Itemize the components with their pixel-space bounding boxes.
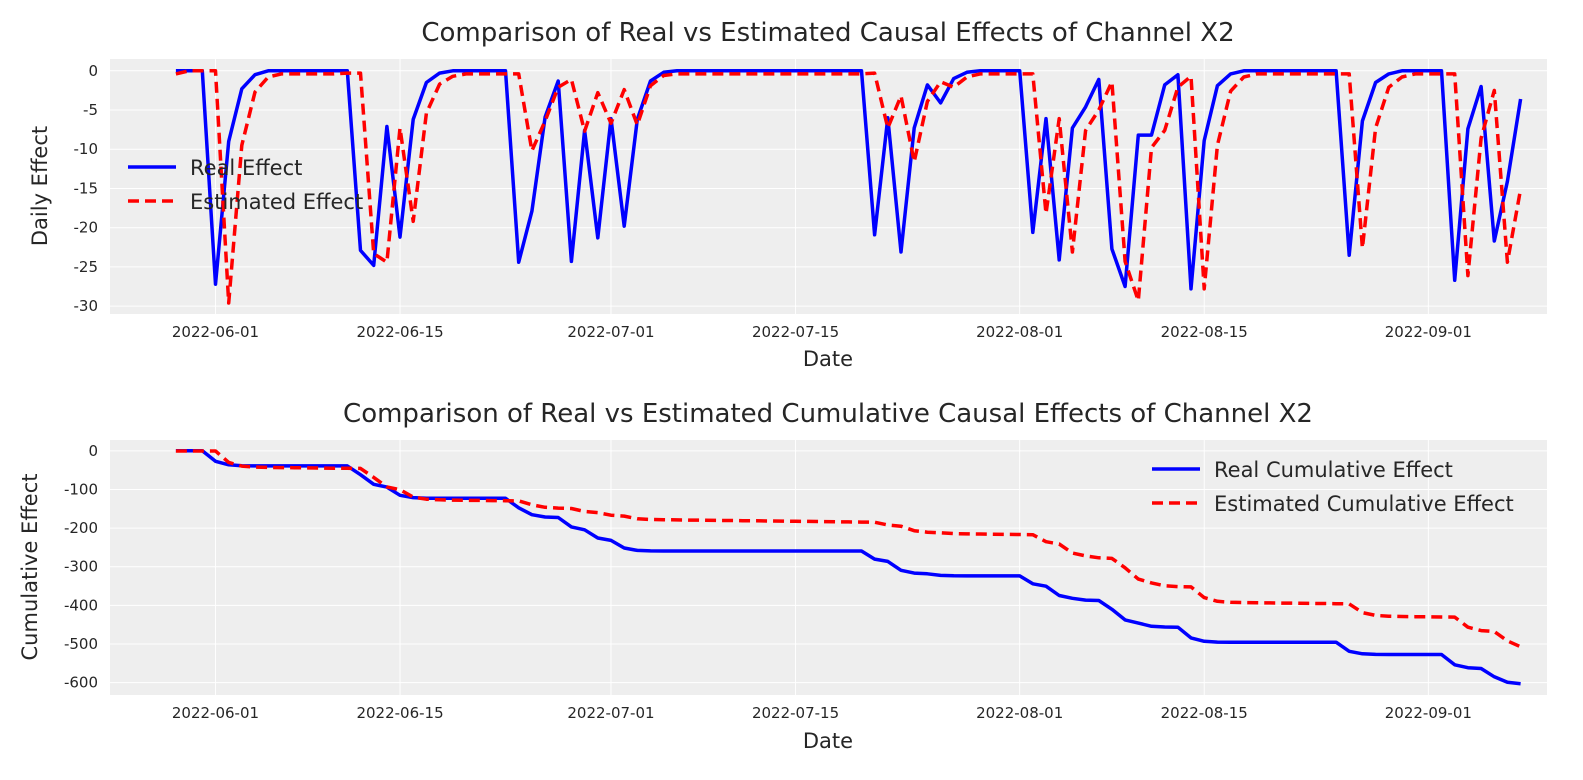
x-tick-label: 2022-07-15 — [752, 323, 839, 341]
y-tick-label: -30 — [74, 297, 99, 315]
estimated-cumulative-line — [175, 449, 1522, 649]
cumulative-gridlines — [110, 440, 1547, 695]
x-tick-label: 2022-09-01 — [1385, 704, 1472, 722]
legend-real-effect-label: Real Effect — [190, 156, 302, 180]
y-tick-label: -500 — [64, 635, 98, 653]
y-tick-label: -5 — [83, 101, 98, 119]
cumulative-x-ticks: 2022-06-01 2022-06-15 2022-07-01 2022-07-15… — [172, 704, 1472, 722]
x-tick-label: 2022-06-15 — [356, 704, 443, 722]
x-tick-label: 2022-06-01 — [172, 323, 259, 341]
y-tick-label: -300 — [64, 558, 98, 576]
y-tick-label: -200 — [64, 519, 98, 537]
cumulative-y-ticks: 0 -100 -200 -300 -400 -500 -600 — [64, 442, 98, 692]
x-tick-label: 2022-08-15 — [1161, 704, 1248, 722]
daily-chart-title: Comparison of Real vs Estimated Causal E… — [421, 18, 1234, 48]
cumulative-x-axis-label: Date — [803, 729, 853, 753]
cumulative-chart-title: Comparison of Real vs Estimated Cumulati… — [343, 399, 1313, 429]
y-tick-label: -10 — [74, 140, 99, 158]
y-tick-label: -20 — [74, 219, 99, 237]
y-tick-label: -25 — [74, 258, 99, 276]
y-tick-label: -15 — [74, 179, 99, 197]
real-cumulative-line — [175, 449, 1521, 686]
x-tick-label: 2022-08-01 — [976, 323, 1063, 341]
x-tick-label: 2022-06-15 — [356, 323, 443, 341]
daily-legend: Real Effect Estimated Effect — [128, 156, 363, 214]
daily-series-lines — [175, 69, 1523, 305]
daily-plot-area — [110, 59, 1547, 314]
cumulative-effect-chart: 2022-06-01 2022-06-15 2022-07-01 2022-07-15… — [18, 399, 1547, 753]
x-tick-label: 2022-08-01 — [976, 704, 1063, 722]
daily-gridlines — [110, 59, 1547, 314]
daily-y-axis-label: Daily Effect — [28, 126, 52, 246]
cumulative-legend: Real Cumulative Effect Estimated Cumulat… — [1152, 458, 1514, 516]
cumulative-series-lines — [175, 449, 1522, 686]
daily-effect-chart: 2022-06-01 2022-06-15 2022-07-01 2022-07-15… — [28, 18, 1547, 371]
x-tick-label: 2022-06-01 — [172, 704, 259, 722]
y-tick-label: -400 — [64, 596, 98, 614]
y-tick-label: 0 — [88, 442, 98, 460]
y-tick-label: -100 — [64, 480, 98, 498]
daily-x-axis-label: Date — [803, 347, 853, 371]
y-tick-label: 0 — [88, 62, 98, 80]
x-tick-label: 2022-08-15 — [1161, 323, 1248, 341]
legend-estimated-cumulative-label: Estimated Cumulative Effect — [1214, 492, 1514, 516]
cumulative-y-axis-label: Cumulative Effect — [18, 474, 42, 661]
daily-y-ticks: 0 -5 -10 -15 -20 -25 -30 — [74, 62, 99, 315]
estimated-effect-line — [175, 69, 1523, 305]
x-tick-label: 2022-07-15 — [752, 704, 839, 722]
legend-real-cumulative-label: Real Cumulative Effect — [1214, 458, 1453, 482]
cumulative-plot-area — [110, 440, 1547, 695]
y-tick-label: -600 — [64, 674, 98, 692]
x-tick-label: 2022-09-01 — [1385, 323, 1472, 341]
daily-x-ticks: 2022-06-01 2022-06-15 2022-07-01 2022-07-15… — [172, 323, 1472, 341]
real-effect-line — [175, 69, 1523, 291]
legend-estimated-effect-label: Estimated Effect — [190, 190, 363, 214]
x-tick-label: 2022-07-01 — [567, 323, 654, 341]
x-tick-label: 2022-07-01 — [567, 704, 654, 722]
